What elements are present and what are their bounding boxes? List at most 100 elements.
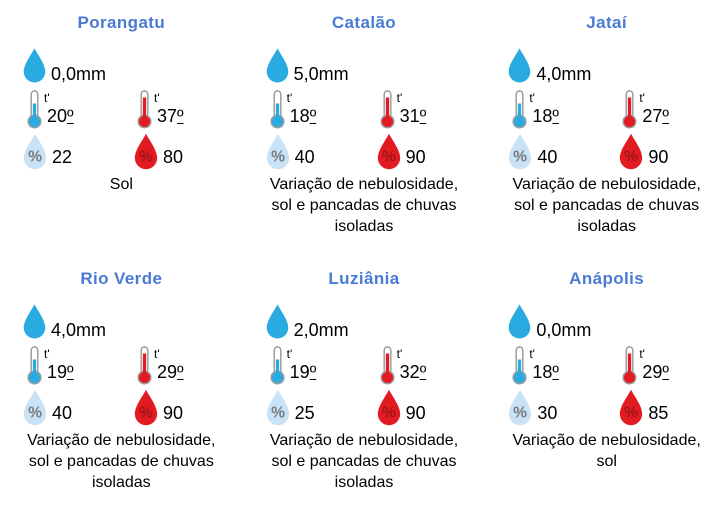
percent-sign: %	[271, 148, 285, 165]
max-temp-value: 32º	[399, 362, 427, 382]
ordinal-sign: º	[67, 362, 74, 382]
percent-sign: %	[28, 404, 42, 421]
max-humidity-group: % 90	[618, 131, 700, 175]
weather-description: Variação de nebulosidade, sol e pancadas…	[269, 176, 459, 235]
rain-amount: 4,0mm	[536, 64, 592, 84]
rain-row: 4,0mm	[507, 45, 591, 85]
weather-description: Variação de nebulosidade, sol e pancadas…	[269, 432, 459, 491]
humidity-drop-icon: %	[509, 133, 532, 170]
min-humidity-value: 40	[537, 147, 558, 167]
max-humidity-value: 90	[405, 147, 426, 167]
max-temp-group: t' 27º	[621, 90, 703, 132]
temp-label: t'	[396, 91, 403, 105]
min-temp-group: t' 19º	[269, 346, 351, 388]
humidity-drop-icon: %	[509, 389, 532, 426]
min-thermometer-icon	[27, 90, 42, 129]
city-panel: Rio Verde 4,0mm t' 19º t' 29º	[0, 256, 243, 512]
max-humidity-value: 90	[648, 147, 669, 167]
ordinal-sign: º	[309, 106, 317, 126]
min-humidity-group: % 40	[22, 387, 104, 431]
temp-label: t'	[154, 347, 160, 361]
percent-sign: %	[139, 404, 153, 421]
ordinal-sign: º	[552, 106, 559, 126]
ordinal-sign: º	[67, 106, 74, 126]
min-temp-group: t' 18º	[511, 346, 593, 388]
ordinal-sign: º	[662, 106, 669, 126]
humidity-drop-icon: %	[23, 389, 47, 426]
max-temp-group: t' 29º	[621, 346, 703, 388]
max-humidity-group: % 85	[618, 387, 700, 431]
min-humidity-group: % 40	[265, 131, 347, 175]
humidity-drop-icon: %	[377, 133, 400, 170]
max-humidity-value: 80	[163, 147, 184, 167]
min-temp-value: 19º	[289, 362, 317, 382]
humidity-drop-icon: %	[134, 133, 158, 170]
percent-sign: %	[139, 148, 153, 165]
humidity-drop-icon: %	[620, 133, 643, 170]
rain-drop-icon	[509, 304, 531, 339]
city-title: Rio Verde	[80, 269, 163, 288]
rain-row: 0,0mm	[507, 301, 591, 341]
min-humidity-value: 30	[537, 403, 558, 423]
weather-description: Variação de nebulosidade, sol e pancadas…	[27, 432, 216, 491]
ordinal-sign: º	[552, 362, 559, 382]
max-humidity-value: 90	[405, 403, 426, 423]
min-humidity-group: % 40	[507, 131, 589, 175]
city-title: Porangatu	[77, 13, 166, 32]
min-humidity-group: % 30	[507, 387, 589, 431]
min-thermometer-icon	[512, 346, 527, 385]
max-temp-value: 31º	[399, 106, 427, 126]
max-thermometer-icon	[622, 90, 637, 129]
temp-label: t'	[44, 91, 50, 105]
weather-description: Variação de nebulosidade, sol	[512, 432, 701, 470]
city-panel: Jataí 4,0mm t' 18º t' 27º	[485, 0, 728, 256]
max-temp-group: t' 31º	[379, 90, 461, 132]
max-thermometer-icon	[137, 346, 152, 385]
rain-drop-icon	[266, 48, 288, 83]
min-thermometer-icon	[512, 90, 527, 129]
max-temp-value: 37º	[157, 106, 184, 126]
city-panel: Porangatu 0,0mm t' 20º t' 37º	[0, 0, 243, 256]
max-thermometer-icon	[622, 346, 637, 385]
rain-drop-icon	[509, 48, 531, 83]
temp-label: t'	[286, 347, 293, 361]
max-temp-value: 27º	[642, 106, 669, 126]
city-panel: Catalão 5,0mm t' 18º t' 31º	[243, 0, 486, 256]
min-thermometer-icon	[27, 346, 42, 385]
min-temp-value: 18º	[532, 362, 559, 382]
temp-label: t'	[639, 347, 645, 361]
min-humidity-value: 40	[52, 403, 73, 423]
percent-sign: %	[513, 148, 527, 165]
rain-amount: 5,0mm	[293, 64, 349, 84]
temp-label: t'	[396, 347, 403, 361]
max-humidity-group: % 80	[133, 131, 215, 175]
rain-drop-icon	[266, 304, 288, 339]
rain-amount: 2,0mm	[293, 320, 349, 340]
temp-label: t'	[529, 91, 535, 105]
min-temp-value: 18º	[289, 106, 317, 126]
max-humidity-value: 90	[163, 403, 184, 423]
percent-sign: %	[271, 404, 285, 421]
weather-description: Sol	[109, 176, 133, 193]
max-humidity-value: 85	[648, 403, 669, 423]
min-humidity-value: 40	[294, 147, 315, 167]
min-thermometer-icon	[270, 90, 285, 129]
rain-drop-icon	[23, 48, 46, 83]
temp-label: t'	[639, 91, 645, 105]
rain-drop-icon	[23, 304, 46, 339]
percent-sign: %	[382, 148, 396, 165]
max-temp-group: t' 32º	[379, 346, 461, 388]
rain-row: 5,0mm	[265, 45, 349, 85]
temp-label: t'	[44, 347, 50, 361]
city-title: Luziânia	[328, 269, 400, 288]
min-humidity-value: 25	[294, 403, 315, 423]
max-temp-group: t' 29º	[136, 346, 218, 388]
max-humidity-group: % 90	[376, 387, 458, 431]
max-temp-group: t' 37º	[136, 90, 218, 132]
min-temp-group: t' 19º	[26, 346, 108, 388]
percent-sign: %	[513, 404, 527, 421]
ordinal-sign: º	[419, 362, 427, 382]
rain-amount: 0,0mm	[51, 64, 107, 84]
humidity-drop-icon: %	[134, 389, 158, 426]
